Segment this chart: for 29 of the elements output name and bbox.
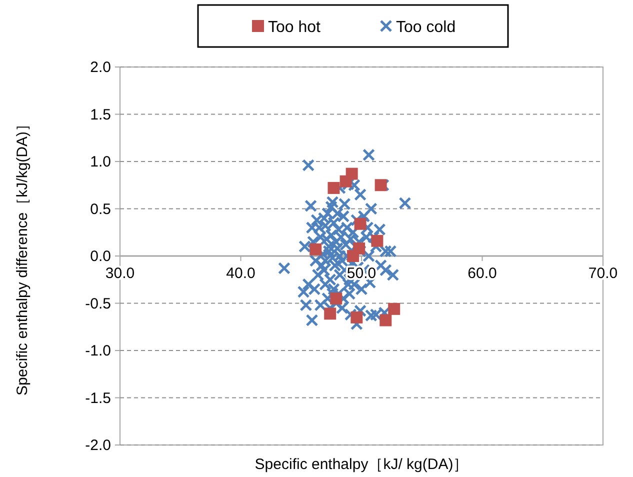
point — [310, 243, 322, 256]
y-tick-label: -0.5 — [85, 295, 111, 312]
y-tick-label: -1.0 — [85, 342, 111, 360]
point — [330, 292, 342, 305]
x-tick-label: 40.0 — [226, 265, 256, 282]
point — [350, 311, 363, 324]
x-tick-label: 70.0 — [588, 265, 618, 282]
point — [354, 218, 366, 230]
y-tick-label: 0.5 — [90, 200, 111, 218]
y-tick-label: 1.5 — [90, 106, 111, 124]
y-tick-label: 0.0 — [90, 248, 111, 265]
y-tick-label: -1.5 — [85, 390, 111, 407]
y-tick-label: -2.0 — [85, 437, 111, 454]
point — [347, 250, 360, 262]
x-tick-label: 30.0 — [105, 265, 135, 282]
point — [388, 302, 400, 315]
x-tick-label: 60.0 — [468, 265, 497, 282]
legend-label: Too hot — [268, 19, 322, 36]
point — [380, 314, 392, 326]
point — [374, 179, 387, 192]
y-tick-label: 1.0 — [90, 154, 111, 170]
x-axis-title: Specific enthalpy［kJ/ kg(DA)］ — [254, 456, 468, 473]
y-axis-title: Specific enthalpy difference［kJ/kg(DA)］ — [14, 116, 31, 396]
y-tick-label: 2.0 — [90, 59, 111, 76]
point — [324, 308, 336, 320]
point — [328, 182, 340, 194]
point — [340, 175, 352, 188]
legend-label: Too cold — [396, 19, 456, 36]
point — [371, 234, 384, 247]
